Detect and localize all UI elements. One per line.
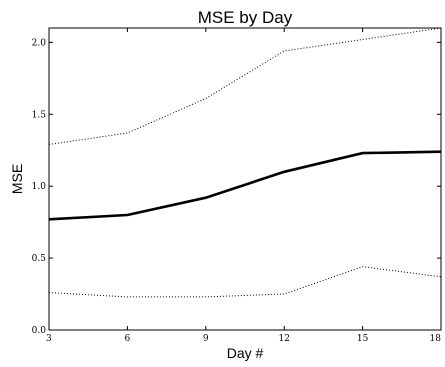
y-tick-label: 1.0: [32, 182, 47, 192]
x-tick-label: 12: [278, 334, 289, 344]
plot-area: [49, 28, 441, 298]
x-axis-label: Day #: [227, 345, 264, 361]
axis-ticks: 3 6 9 12 15 18 0.0 0.5 1.0 1.5 2.0: [32, 28, 442, 344]
y-axis-label: MSE: [9, 164, 25, 194]
x-tick-label: 18: [430, 334, 442, 344]
chart-title: MSE by Day: [198, 8, 293, 27]
y-tick-label: 0.5: [32, 254, 47, 264]
plot-frame: [48, 27, 442, 331]
series-line-solid: [49, 150, 441, 221]
x-tick-label: 3: [46, 334, 52, 344]
x-tick-label: 15: [357, 334, 369, 344]
y-tick-label: 2.0: [32, 38, 47, 48]
x-tick-label: 6: [125, 334, 131, 344]
y-tick-label: 0.0: [32, 326, 47, 336]
y-tick-label: 1.5: [32, 110, 47, 120]
series-line-dotted-upper: [49, 28, 441, 145]
series-line-dotted-lower: [49, 266, 441, 298]
x-tick-label: 9: [203, 334, 209, 344]
